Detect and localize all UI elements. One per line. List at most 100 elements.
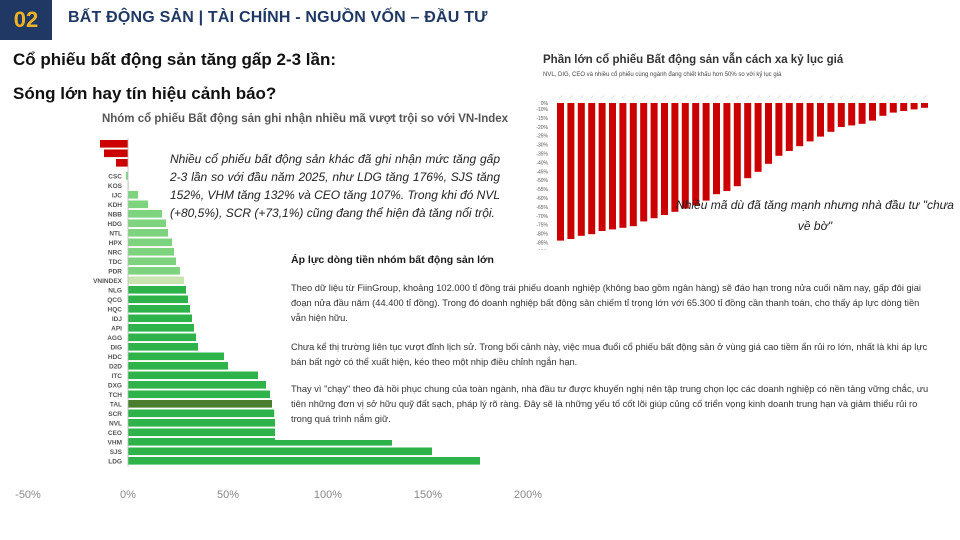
y-tick-label: -75% <box>536 223 548 229</box>
section-number-badge: 02 <box>0 0 52 40</box>
left-note-text: Nhiều cổ phiếu bất động sản khác đã ghi … <box>170 152 500 220</box>
y-tick-label: -80% <box>536 232 548 238</box>
y-tick-label: ITC <box>112 373 123 380</box>
red-column <box>775 103 783 156</box>
y-tick-label: PDR <box>108 269 122 276</box>
red-column <box>879 103 887 116</box>
x-tick-label: — <box>620 93 626 99</box>
y-tick-label: -45% <box>536 169 548 175</box>
y-tick-label: API <box>111 326 122 333</box>
bar-pdr <box>128 267 180 275</box>
x-tick-label: — <box>651 93 657 99</box>
x-tick-label: — <box>682 93 688 99</box>
red-column <box>817 103 824 137</box>
y-tick-label: HDC <box>108 354 122 361</box>
red-column <box>588 103 596 235</box>
y-tick-label: TDC <box>109 259 123 266</box>
x-tick-label: -50% <box>15 489 41 501</box>
x-tick-label: — <box>880 93 886 99</box>
bar-dxg <box>128 381 266 389</box>
y-tick-label: NTL <box>109 231 122 238</box>
right-chart-subtitle: NVL, DIG, CEO và nhiều cổ phiếu cùng ngà… <box>543 72 782 78</box>
red-column <box>848 103 856 126</box>
x-tick-label: — <box>849 93 855 99</box>
red-column <box>681 103 689 209</box>
y-tick-label: -85% <box>536 241 548 247</box>
bar-dig <box>128 343 198 351</box>
red-column <box>733 103 741 187</box>
red-bar <box>100 140 128 148</box>
x-tick-label: — <box>859 93 865 99</box>
y-tick-label: IJC <box>112 193 122 200</box>
y-tick-label: CSC <box>108 174 122 181</box>
x-tick-label: — <box>838 93 844 99</box>
red-column <box>671 103 679 212</box>
x-tick-label: 200% <box>514 489 542 501</box>
x-tick-label: — <box>734 93 740 99</box>
red-column <box>692 103 700 206</box>
x-tick-label: — <box>901 93 907 99</box>
x-tick-label: — <box>713 93 719 99</box>
bar-api <box>128 324 194 332</box>
x-tick-label: — <box>817 93 823 99</box>
x-tick-label: — <box>599 93 605 99</box>
y-tick-label: IDJ <box>112 316 123 323</box>
red-column <box>858 103 866 124</box>
y-tick-label: -10% <box>536 107 548 113</box>
bar-vnindex <box>128 276 184 285</box>
bar-hdc <box>128 352 224 361</box>
bar-tal <box>128 400 272 408</box>
bar-nbb <box>128 210 162 218</box>
x-tick-label: — <box>568 93 574 99</box>
y-tick-label: SCR <box>108 411 122 418</box>
y-tick-label: SJS <box>110 449 123 456</box>
red-column <box>713 103 720 195</box>
y-tick-label: -55% <box>536 187 548 193</box>
left-bar-chart: CSC KOS IJC KDH NBB HDG NTL HPX NRC TDC PDR VNINDEX… <box>15 138 542 501</box>
y-tick-label: NLG <box>108 288 122 295</box>
red-column <box>629 103 637 227</box>
y-tick-label: -50% <box>536 178 548 184</box>
bar-tch <box>128 390 270 399</box>
bar-idj <box>128 314 192 323</box>
x-tick-label: — <box>557 93 563 99</box>
x-tick-label: — <box>661 93 667 99</box>
y-tick-label: 0% <box>541 101 549 107</box>
bar-kdh <box>128 200 148 209</box>
bar-ldg <box>128 457 480 465</box>
x-tick-label: — <box>641 93 647 99</box>
red-column <box>910 103 918 110</box>
y-tick-label: HDG <box>108 221 122 228</box>
x-tick-label: — <box>609 93 615 99</box>
y-tick-label: -15% <box>536 116 548 122</box>
bar-sjs <box>128 447 432 456</box>
x-tick-label: — <box>703 93 709 99</box>
y-tick-label: D2D <box>109 364 122 371</box>
red-column <box>598 103 606 231</box>
y-tick-label: -40% <box>536 160 548 166</box>
x-tick-label: — <box>828 93 834 99</box>
bar-tdc <box>128 257 176 266</box>
y-tick-label: KOS <box>108 183 123 190</box>
x-tick-label: — <box>745 93 751 99</box>
x-tick-label: — <box>755 93 761 99</box>
article-paragraph-3: Thay vì "chạy" theo đà hồi phục chung củ… <box>291 384 929 424</box>
red-column <box>723 103 731 191</box>
red-column <box>557 103 564 241</box>
red-column <box>837 103 845 127</box>
bar-d2d <box>128 362 228 370</box>
y-tick-label: -70% <box>536 214 548 220</box>
x-tick-label: — <box>724 93 730 99</box>
bar-csc <box>126 172 128 180</box>
y-tick-label: HQC <box>108 307 123 314</box>
red-column <box>567 103 575 239</box>
red-column <box>785 103 793 151</box>
y-tick-label: LDG <box>108 459 122 466</box>
right-chart-title: Phần lớn cổ phiếu Bất động sản vẫn cách … <box>543 54 844 66</box>
y-tick-label: QCG <box>107 297 122 304</box>
y-tick-label: DXG <box>108 383 122 390</box>
x-tick-label: 0% <box>120 489 136 501</box>
red-column <box>744 103 752 179</box>
right-annotation-text: Nhiều mã dù đã tăng mạnh nhưng nhà đầu t… <box>676 198 954 233</box>
y-tick-label: CEO <box>108 430 122 437</box>
